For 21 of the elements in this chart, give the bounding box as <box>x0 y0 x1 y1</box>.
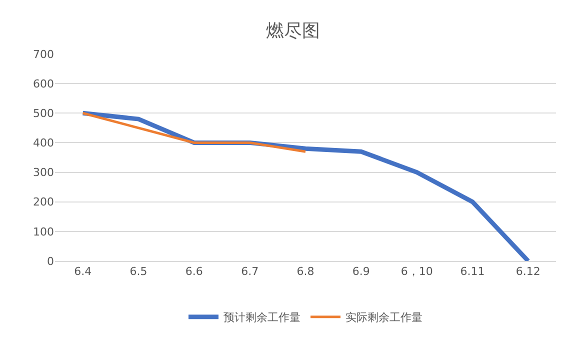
y-tick-label: 100 <box>33 225 54 238</box>
legend-label: 实际剩余工作量 <box>346 311 422 324</box>
x-tick-label: 6.5 <box>130 265 148 278</box>
y-tick-label: 500 <box>33 106 54 120</box>
y-tick-label: 300 <box>33 166 54 180</box>
chart-title: 燃尽图 <box>266 20 320 42</box>
x-tick-label: 6.9 <box>352 265 370 278</box>
x-tick-label: 6.11 <box>460 265 485 278</box>
y-tick-label: 700 <box>33 48 54 61</box>
x-tick-label: 6.6 <box>185 265 203 278</box>
legend-label: 预计剩余工作量 <box>224 311 300 324</box>
x-tick-label: 6，10 <box>400 265 433 278</box>
y-tick-label: 0 <box>47 254 54 268</box>
x-tick-label: 6.4 <box>74 265 92 278</box>
y-tick-label: 600 <box>33 77 54 90</box>
y-tick-label: 400 <box>33 136 54 150</box>
line-series <box>82 112 307 153</box>
y-tick-label: 200 <box>33 196 54 209</box>
x-tick-label: 6.8 <box>296 265 314 278</box>
x-tick-label: 6.7 <box>241 265 259 278</box>
x-tick-label: 6.12 <box>516 265 540 278</box>
